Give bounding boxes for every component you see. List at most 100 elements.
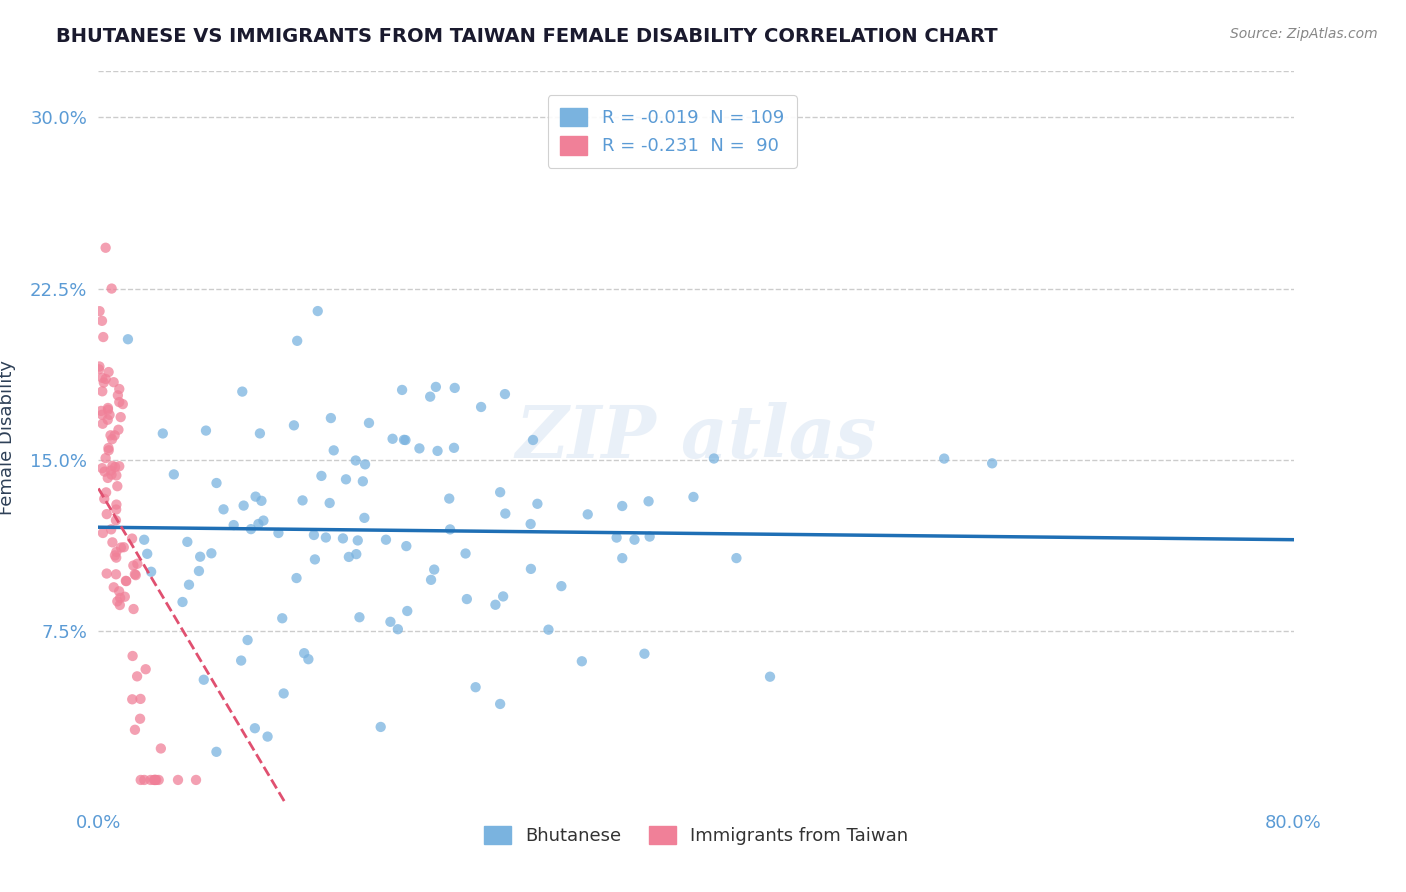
Point xyxy=(163,467,186,482)
Point xyxy=(349,610,371,624)
Point xyxy=(97,413,120,427)
Point xyxy=(107,388,129,402)
Point xyxy=(522,433,544,447)
Point xyxy=(231,654,253,668)
Point xyxy=(127,557,149,571)
Point xyxy=(285,571,308,585)
Point xyxy=(112,541,135,555)
Point xyxy=(638,530,661,544)
Point xyxy=(105,594,128,608)
Point xyxy=(337,549,360,564)
Point xyxy=(981,456,1004,470)
Point xyxy=(304,552,326,566)
Point xyxy=(489,697,512,711)
Point xyxy=(104,549,127,563)
Point xyxy=(115,574,138,588)
Point xyxy=(526,497,548,511)
Point xyxy=(121,692,143,706)
Point xyxy=(425,380,447,394)
Point xyxy=(285,334,308,348)
Point xyxy=(612,551,634,566)
Point xyxy=(103,580,125,594)
Point xyxy=(443,381,465,395)
Point xyxy=(423,563,446,577)
Point xyxy=(105,468,128,483)
Point xyxy=(94,372,117,386)
Point xyxy=(104,513,127,527)
Point xyxy=(267,526,290,541)
Point xyxy=(97,443,120,458)
Point xyxy=(89,304,111,318)
Point xyxy=(100,281,122,295)
Point xyxy=(245,490,267,504)
Point xyxy=(222,518,245,533)
Point xyxy=(292,646,315,660)
Point xyxy=(105,479,128,493)
Point xyxy=(492,590,515,604)
Point xyxy=(94,485,117,500)
Point xyxy=(252,514,274,528)
Point xyxy=(420,573,443,587)
Point xyxy=(332,532,354,546)
Point xyxy=(537,623,560,637)
Point xyxy=(97,402,120,417)
Point xyxy=(124,723,146,737)
Point xyxy=(101,535,124,549)
Point xyxy=(194,424,217,438)
Point xyxy=(520,562,543,576)
Point xyxy=(494,507,516,521)
Point xyxy=(184,772,207,787)
Point xyxy=(443,441,465,455)
Point xyxy=(91,371,114,385)
Text: Source: ZipAtlas.com: Source: ZipAtlas.com xyxy=(1230,27,1378,41)
Point xyxy=(934,451,956,466)
Point xyxy=(143,772,166,787)
Point xyxy=(494,387,516,401)
Point xyxy=(101,432,124,446)
Point xyxy=(94,451,117,466)
Legend: Bhutanese, Immigrants from Taiwan: Bhutanese, Immigrants from Taiwan xyxy=(477,819,915,852)
Point xyxy=(104,567,127,582)
Point xyxy=(232,499,254,513)
Point xyxy=(392,433,415,447)
Point xyxy=(703,451,725,466)
Point xyxy=(108,591,131,605)
Point xyxy=(318,496,340,510)
Point xyxy=(121,648,143,663)
Point xyxy=(167,772,190,787)
Text: ZIP atlas: ZIP atlas xyxy=(516,401,876,473)
Point xyxy=(550,579,572,593)
Point xyxy=(315,531,337,545)
Point xyxy=(231,384,253,399)
Point xyxy=(319,411,342,425)
Point xyxy=(129,772,152,787)
Point xyxy=(104,460,127,475)
Point xyxy=(122,558,145,573)
Point xyxy=(470,400,492,414)
Point xyxy=(273,686,295,700)
Point xyxy=(91,330,114,344)
Point xyxy=(370,720,392,734)
Point xyxy=(381,432,404,446)
Point xyxy=(357,416,380,430)
Point xyxy=(122,602,145,616)
Point xyxy=(302,528,325,542)
Point xyxy=(100,428,122,442)
Point xyxy=(87,362,110,376)
Point xyxy=(145,772,167,787)
Point xyxy=(193,673,215,687)
Point xyxy=(100,467,122,482)
Point xyxy=(612,499,634,513)
Point xyxy=(101,458,124,473)
Point xyxy=(93,491,115,506)
Point xyxy=(103,375,125,389)
Point xyxy=(91,384,114,399)
Point xyxy=(124,567,146,582)
Point xyxy=(93,465,115,479)
Point xyxy=(236,633,259,648)
Point xyxy=(134,772,156,787)
Point xyxy=(375,533,398,547)
Point xyxy=(176,534,198,549)
Point xyxy=(143,772,166,787)
Point xyxy=(205,745,228,759)
